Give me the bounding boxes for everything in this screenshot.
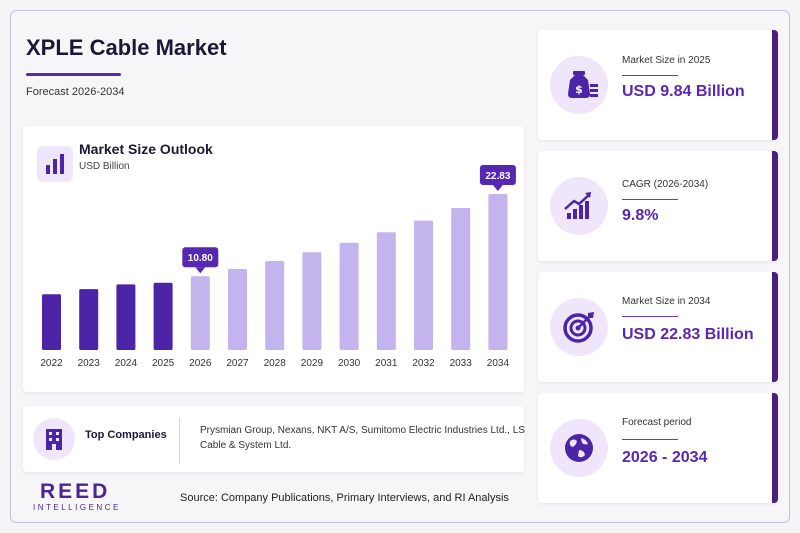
stat-card-market-size-2025: $ Market Size in 2025 USD 9.84 Billion (538, 30, 778, 140)
bar-2026 (190, 276, 210, 350)
stat-label: Market Size in 2034 (622, 296, 711, 307)
x-tick-label: 2028 (264, 358, 287, 369)
stat-card-forecast-period: Forecast period 2026 - 2034 (538, 393, 778, 503)
market-size-chart-card: Market Size Outlook USD Billion 2022 2023… (23, 126, 524, 392)
x-tick-label: 2026 (189, 358, 212, 369)
bar-2034 (488, 194, 508, 350)
bar-2025 (153, 282, 173, 350)
x-tick-label: 2024 (115, 358, 138, 369)
chart-title: Market Size Outlook (79, 141, 213, 157)
data-label-2026: 10.80 (182, 247, 219, 274)
x-tick-label: 2023 (78, 358, 101, 369)
x-tick-label: 2034 (487, 358, 510, 369)
stat-label: Forecast period (622, 417, 692, 428)
page-title: XPLE Cable Market (26, 35, 227, 60)
x-tick-label: 2032 (412, 358, 435, 369)
bar-2030 (339, 242, 359, 350)
logo-wordmark: REED (40, 480, 111, 503)
bar-2032 (414, 220, 433, 350)
stat-label: Market Size in 2025 (622, 55, 711, 66)
target-icon (550, 298, 608, 356)
bar-2028 (265, 261, 285, 350)
svg-text:10.80: 10.80 (188, 253, 213, 264)
building-icon (33, 418, 75, 460)
stat-rule (622, 316, 678, 317)
logo-subtitle: INTELLIGENCE (33, 503, 121, 512)
x-tick-label: 2033 (450, 358, 473, 369)
title-underline (26, 73, 121, 76)
x-tick-label: 2025 (152, 358, 175, 369)
svg-text:$: $ (575, 83, 583, 96)
top-companies-label: Top Companies (85, 429, 167, 441)
stat-value: USD 22.83 Billion (622, 326, 754, 343)
stat-rule (622, 199, 678, 200)
top-companies-card: Top Companies Prysmian Group, Nexans, NK… (23, 406, 525, 472)
divider (179, 418, 180, 464)
x-tick-label: 2031 (375, 358, 398, 369)
top-companies-list: Prysmian Group, Nexans, NKT A/S, Sumitom… (200, 425, 525, 451)
x-tick-label: 2030 (338, 358, 361, 369)
data-label-2034: 22.83 (479, 165, 516, 191)
bar-2024 (116, 284, 136, 350)
bar-2027 (228, 268, 247, 350)
stat-value: 2026 - 2034 (622, 449, 708, 466)
growth-chart-icon (550, 177, 608, 235)
bar-chart: 2022 2023 2024 2025 2026 10.80 2027 2028 2029 203… (40, 165, 516, 369)
bar-2029 (302, 252, 322, 350)
stat-label: CAGR (2026-2034) (622, 179, 709, 190)
page-subtitle: Forecast 2026-2034 (26, 86, 125, 98)
source-note: Source: Company Publications, Primary In… (180, 492, 509, 504)
x-tick-label: 2027 (226, 358, 249, 369)
bar-2023 (79, 289, 99, 350)
bar-2031 (376, 232, 396, 350)
stat-rule (622, 75, 678, 76)
x-tick-label: 2022 (40, 358, 63, 369)
stat-value: USD 9.84 Billion (622, 83, 745, 100)
bar-2033 (451, 208, 471, 350)
chart-unit: USD Billion (79, 161, 130, 172)
money-bag-icon: $ (550, 56, 608, 114)
x-tick-label: 2029 (301, 358, 324, 369)
globe-icon (550, 419, 608, 477)
bar-2022 (42, 294, 61, 350)
bar-chart-icon (37, 146, 73, 182)
stat-card-cagr: CAGR (2026-2034) 9.8% (538, 151, 778, 261)
stat-rule (622, 439, 678, 440)
stat-card-market-size-2034: Market Size in 2034 USD 22.83 Billion (538, 272, 778, 382)
stat-value: 9.8% (622, 207, 659, 224)
svg-text:22.83: 22.83 (485, 171, 510, 182)
